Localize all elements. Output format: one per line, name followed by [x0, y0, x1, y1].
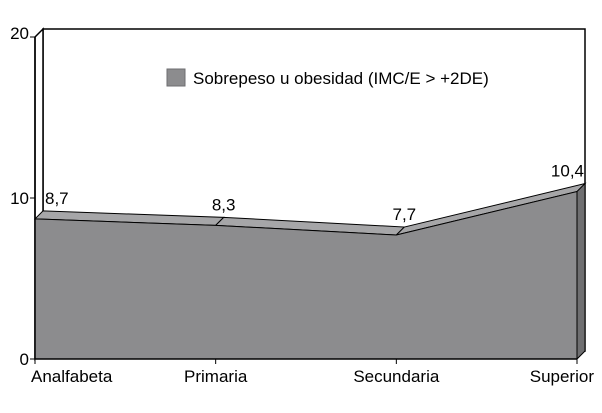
legend-swatch: [166, 68, 186, 87]
legend-label: Sobrepeso u obesidad (IMC/E > +2DE): [193, 69, 489, 88]
area-side-face: [576, 182, 586, 361]
data-label: 8,7: [45, 189, 69, 208]
data-label: 10,4: [551, 162, 584, 181]
y-tick-label: 0: [20, 350, 29, 369]
x-tick-label: Primaria: [184, 367, 248, 386]
y-tick-label: 20: [10, 24, 29, 43]
y-tick-label: 10: [10, 189, 29, 208]
axes: 0 10 20 Analfabeta Primaria Secundaria Superio…: [10, 24, 594, 386]
legend: Sobrepeso u obesidad (IMC/E > +2DE): [166, 68, 489, 88]
x-tick-label: Superior: [530, 367, 595, 386]
data-labels: 8,7 8,3 7,7 10,4: [45, 162, 584, 224]
area-series: [33, 182, 587, 361]
data-label: 8,3: [212, 195, 236, 214]
data-label: 7,7: [393, 205, 417, 224]
x-tick-label: Secundaria: [353, 367, 440, 386]
x-tick-label: Analfabeta: [31, 367, 113, 386]
